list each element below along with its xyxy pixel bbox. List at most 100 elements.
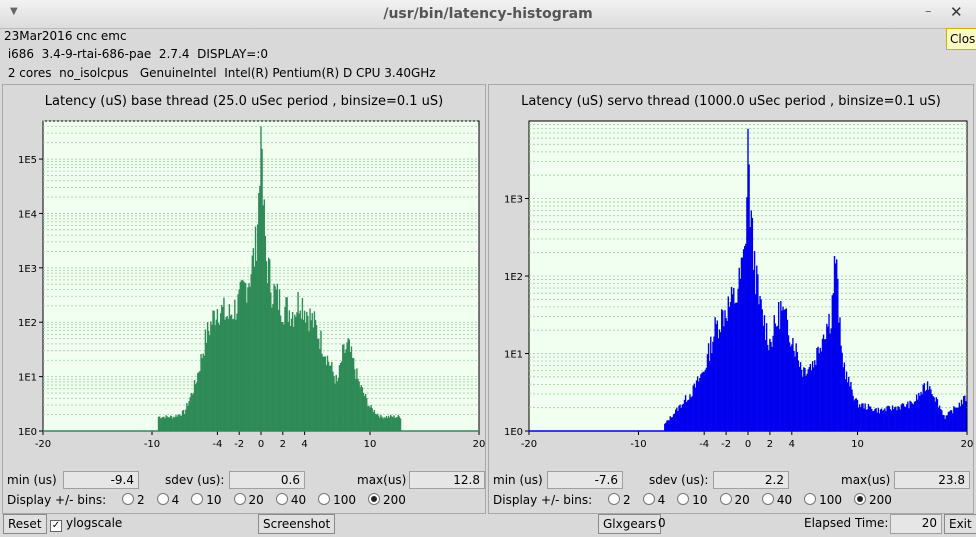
base-histogram-bar	[363, 395, 366, 431]
close-icon[interactable]: ✕	[950, 3, 963, 21]
base-histogram-bar	[385, 416, 388, 431]
servo-bins-option-2[interactable]: 2	[607, 493, 631, 507]
base-y-tick-label: 1E3	[18, 264, 37, 275]
base-histogram-bar	[336, 381, 338, 431]
base-histogram-bar	[266, 283, 269, 431]
servo-bins-option-100[interactable]: 100	[804, 493, 842, 507]
base-histogram-bar	[398, 416, 401, 431]
base-histogram-bar	[360, 385, 362, 431]
servo-histogram-bar	[752, 269, 755, 431]
servo-histogram-bar	[849, 386, 851, 431]
window-menu-icon[interactable]: ▼	[10, 6, 18, 17]
servo-histogram-bar	[885, 411, 887, 431]
base-histogram-bar	[308, 331, 310, 431]
base-histogram-bar	[366, 398, 368, 431]
servo-histogram-bar	[867, 404, 870, 431]
servo-histogram-bar	[958, 402, 961, 431]
servo-histogram-bar	[670, 417, 673, 431]
servo-histogram-bar	[941, 410, 943, 431]
base-bins-option-4[interactable]: 4	[156, 493, 179, 507]
base-bins-option-label: 100	[333, 493, 356, 507]
reset-button[interactable]: Reset	[3, 514, 47, 534]
base-bins-option-10[interactable]: 10	[191, 493, 222, 507]
base-histogram-bar	[288, 310, 291, 431]
exit-button[interactable]: Exit	[944, 514, 976, 534]
servo-histogram-bar	[702, 371, 704, 431]
servo-histogram-bar	[944, 419, 946, 431]
servo-bins-option-10[interactable]: 10	[677, 493, 708, 507]
base-histogram-bar	[362, 392, 365, 431]
base-histogram-bar	[342, 344, 344, 431]
servo-histogram-bar	[863, 408, 865, 431]
servo-histogram-bar	[742, 249, 745, 431]
glxgears-button[interactable]: Glxgears	[598, 514, 662, 534]
base-histogram-bar	[206, 322, 209, 431]
servo-histogram-bar	[822, 334, 825, 431]
servo-histogram-bar	[965, 401, 967, 431]
base-histogram-bar	[160, 418, 162, 431]
base-histogram-bar	[169, 415, 172, 431]
servo-histogram-bar	[875, 408, 877, 431]
base-x-tick-label: -2	[234, 439, 244, 450]
servo-max-label: max(us)	[841, 473, 891, 487]
servo-histogram-bar	[953, 406, 955, 431]
base-histogram-bar	[167, 417, 170, 431]
radio-icon	[233, 493, 246, 505]
servo-histogram-bar	[746, 197, 748, 431]
servo-histogram-bar	[784, 309, 786, 431]
servo-bins-option-4[interactable]: 4	[642, 493, 665, 507]
servo-bins-option-20[interactable]: 20	[719, 493, 750, 507]
servo-histogram-bar	[712, 341, 714, 431]
base-y-tick-label: 1E5	[18, 155, 37, 166]
servo-histogram-bar	[842, 367, 844, 431]
base-histogram-bar	[386, 417, 389, 431]
servo-histogram-bar	[937, 407, 940, 431]
screenshot-button[interactable]: Screenshot	[258, 514, 336, 534]
base-bins-option-20[interactable]: 20	[233, 493, 264, 507]
radio-icon	[275, 493, 288, 505]
base-histogram-bar	[326, 355, 329, 431]
base-bins-option-40[interactable]: 40	[275, 493, 307, 507]
servo-histogram-bar	[671, 417, 674, 431]
servo-histogram-bar	[689, 394, 691, 431]
servo-histogram-bar	[704, 369, 706, 431]
base-histogram-bar	[307, 315, 309, 431]
base-histogram-bar	[381, 416, 383, 431]
base-histogram-bar	[346, 342, 348, 431]
servo-histogram-bar	[781, 310, 783, 431]
base-histogram-bar	[269, 259, 271, 431]
servo-bins-option-40[interactable]: 40	[761, 493, 792, 507]
ylogscale-checkbox[interactable]: ✓	[50, 516, 62, 532]
sysinfo-date: 23Mar2016 cnc emc	[4, 29, 127, 43]
servo-histogram-bar	[782, 306, 784, 431]
servo-histogram-bar	[831, 295, 834, 431]
base-histogram-bar	[367, 406, 369, 431]
servo-histogram-bar	[899, 409, 901, 431]
base-histogram-bar	[352, 358, 355, 431]
servo-histogram-bar	[854, 398, 857, 431]
servo-histogram-bar	[672, 414, 675, 431]
servo-histogram-bar	[904, 407, 907, 431]
servo-histogram-bar	[957, 407, 959, 431]
base-histogram-bar	[178, 414, 180, 431]
base-histogram-bar	[222, 307, 224, 431]
servo-histogram-bar	[698, 381, 700, 431]
servo-histogram-bar	[678, 405, 680, 431]
servo-histogram-bar	[818, 353, 820, 431]
servo-histogram-bar	[780, 301, 782, 431]
base-histogram-bar	[284, 306, 286, 431]
servo-histogram-bar	[679, 404, 681, 431]
base-bins-option-label: 40	[290, 493, 307, 507]
minimize-icon[interactable]: –	[925, 4, 932, 19]
servo-bins-option-200[interactable]: 200	[854, 493, 892, 507]
servo-histogram-bar	[913, 401, 916, 431]
base-histogram-bar	[283, 324, 285, 431]
base-histogram-bar	[200, 354, 202, 431]
base-bins-option-200[interactable]: 200	[368, 493, 406, 507]
base-histogram-bar	[356, 368, 358, 431]
servo-min-value: -7.6	[547, 471, 623, 489]
base-bins-option-2[interactable]: 2	[121, 493, 145, 507]
base-histogram-bar	[383, 417, 385, 431]
radio-icon	[368, 493, 380, 505]
base-bins-option-100[interactable]: 100	[318, 493, 356, 507]
